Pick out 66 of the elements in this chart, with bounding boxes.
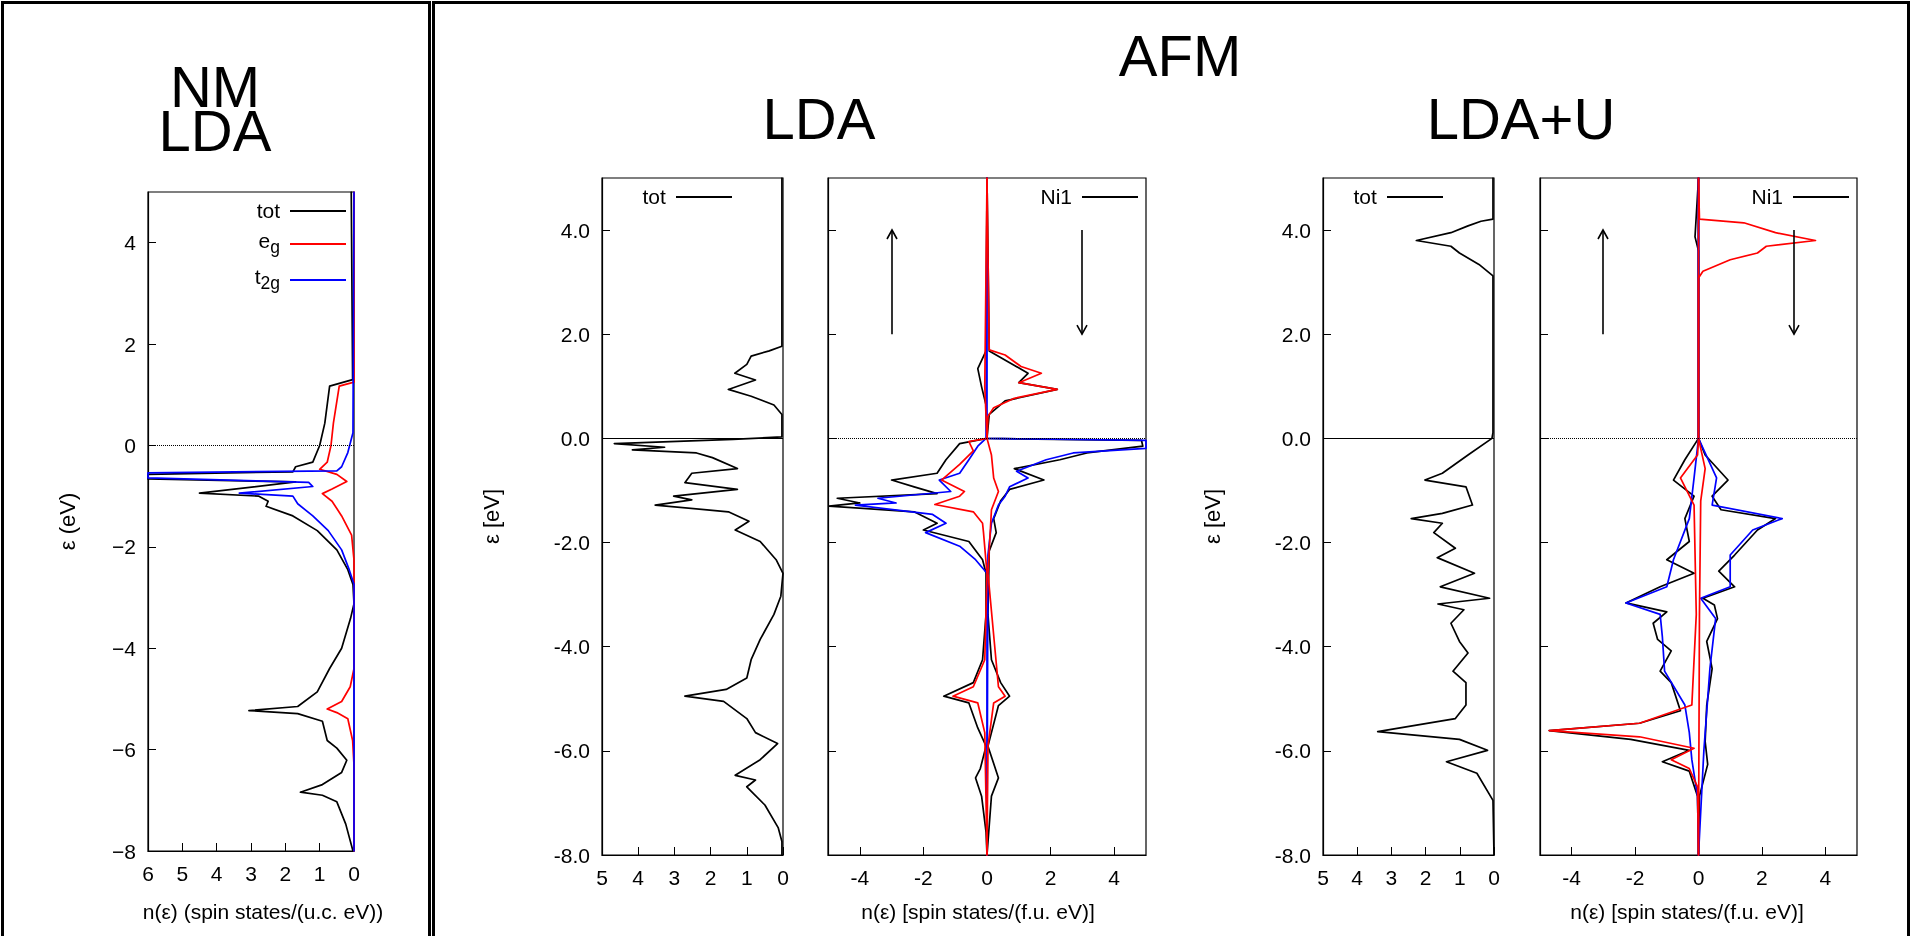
x-tick-label: 4: [632, 866, 645, 889]
y-tick-label: -8.0: [553, 843, 590, 867]
y-tick-label: 4.0: [1281, 218, 1311, 242]
y-tick-label: 2: [124, 332, 136, 356]
x-axis-title: n(ε) [spin states/(f.u. eV)]: [861, 899, 1095, 923]
x-tick-label: 6: [142, 862, 154, 885]
y-axis-title: ε (eV): [54, 492, 80, 551]
x-tick-label: 5: [1317, 866, 1329, 889]
x-tick-label: -4: [850, 866, 870, 889]
y-tick-label: −4: [112, 636, 137, 660]
x-tick-label: 4: [1819, 866, 1832, 889]
legend-label: tot: [642, 184, 666, 210]
x-tick-label: 2: [704, 866, 717, 889]
x-tick-label: 2: [1044, 866, 1057, 889]
y-tick-label: 0.0: [560, 426, 590, 450]
x-tick-label: 3: [245, 862, 257, 885]
text: AFM: [1118, 22, 1242, 88]
x-tick-label: 4: [1351, 866, 1364, 889]
x-tick-label: 5: [596, 866, 608, 889]
x-tick-label: 1: [313, 862, 326, 885]
x-tick-label: 1: [1453, 866, 1466, 889]
chart-title: LDA: [762, 85, 876, 151]
y-tick-label: 4: [124, 231, 137, 255]
x-tick-label: 4: [1108, 866, 1121, 889]
y-tick-label: −2: [112, 535, 136, 559]
y-tick-label: -2.0: [1274, 531, 1311, 555]
x-tick-label: 2: [1756, 866, 1768, 889]
y-tick-label: 0.0: [1281, 426, 1311, 450]
x-tick-label: 0: [1488, 866, 1500, 889]
x-tick-label: 4: [210, 862, 223, 885]
x-tick-label: 2: [279, 862, 292, 885]
legend-label: tot: [256, 198, 280, 224]
y-tick-label: -4.0: [1274, 635, 1311, 659]
y-axis-title: ε [eV]: [478, 488, 504, 545]
x-tick-label: 0: [981, 866, 993, 889]
y-tick-label: -2.0: [553, 531, 590, 555]
y-tick-label: 2.0: [1281, 322, 1311, 346]
x-tick-label: 0: [348, 862, 360, 885]
x-tick-label: 3: [1385, 866, 1398, 889]
x-axis-title: n(ε) [spin states/(f.u. eV)]: [1570, 899, 1804, 923]
y-tick-label: 0: [124, 433, 136, 457]
y-tick-label: -8.0: [1274, 843, 1311, 867]
x-tick-label: 2: [1419, 866, 1432, 889]
legend-label: Ni1: [1751, 184, 1783, 210]
x-tick-label: 5: [176, 862, 189, 885]
x-tick-label: -4: [1562, 866, 1582, 889]
legend-label: tot: [1353, 184, 1377, 210]
x-tick-label: 3: [668, 866, 681, 889]
y-tick-label: 2.0: [560, 322, 590, 346]
legend-label: Ni1: [1040, 184, 1072, 210]
x-tick-label: 0: [1692, 866, 1705, 889]
y-tick-label: -6.0: [553, 739, 590, 763]
x-tick-label: 0: [777, 866, 789, 889]
legend-label: t$_{2g}$: [254, 264, 280, 296]
x-tick-label: -2: [914, 866, 933, 889]
x-tick-label: 1: [740, 866, 753, 889]
y-tick-label: -6.0: [1274, 739, 1311, 763]
x-tick-label: -2: [1625, 866, 1645, 889]
y-axis-title: ε [eV]: [1199, 488, 1225, 545]
y-tick-label: −8: [112, 839, 136, 863]
y-tick-label: 4.0: [560, 218, 590, 242]
y-tick-label: −6: [112, 738, 136, 762]
chart-title: LDA+U: [1426, 85, 1616, 151]
x-axis-title: n(ε) (spin states/(u.c. eV)): [142, 899, 384, 923]
y-tick-label: -4.0: [553, 635, 590, 659]
legend-label: e$_{g}$: [258, 228, 280, 260]
